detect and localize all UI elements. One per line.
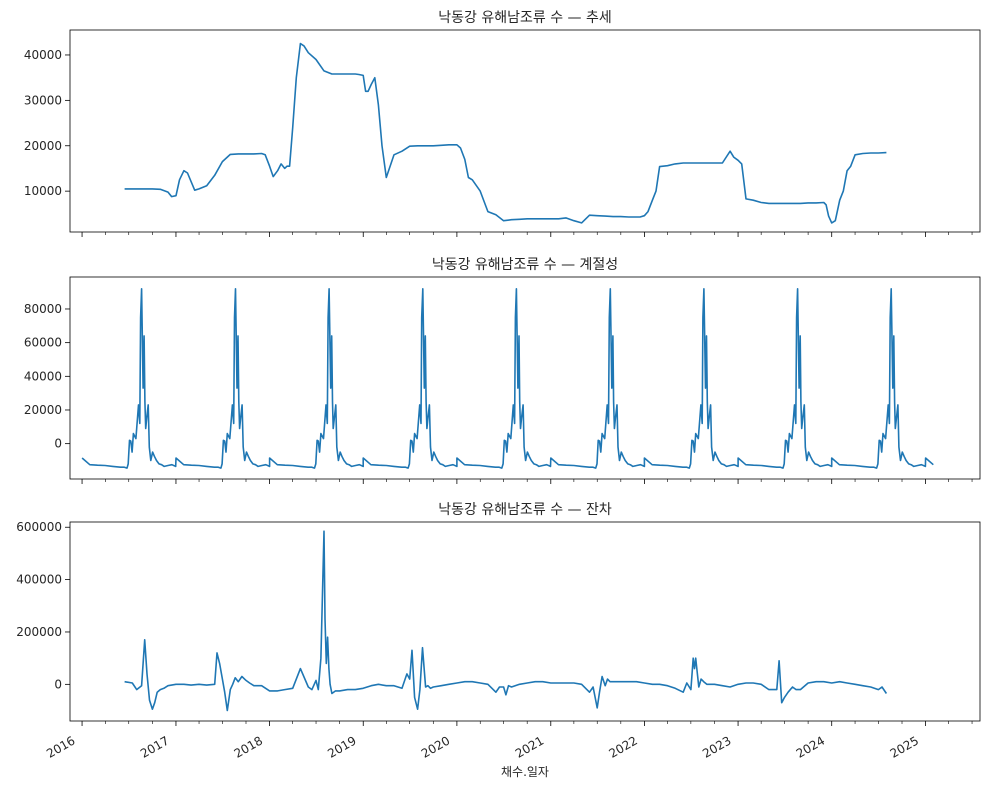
axes-frame [69,276,981,480]
y-tick-label: 0 [54,677,62,691]
y-tick-label: 600000 [16,520,62,534]
y-tick-label: 40000 [24,369,62,383]
axes-frame [69,29,981,233]
y-tick-label: 400000 [16,573,62,587]
y-tick-label: 0 [54,437,62,451]
y-tick-label: 80000 [24,302,62,316]
y-tick-label: 200000 [16,625,62,639]
seasonal-title: 낙동강 유해남조류 수 — 계절성 [432,257,618,273]
series-line [124,42,887,224]
axes-frame [69,521,981,722]
series-line [81,287,934,469]
y-tick-label: 20000 [24,139,62,153]
series-line [124,530,888,712]
trend-panel: 낙동강 유해남조류 수 — 추세 10000 20000 30000 40000 [24,10,981,237]
y-tick-label: 30000 [24,93,62,107]
x-axis-label: 채수.일자 [501,765,549,779]
y-tick-label: 10000 [24,184,62,198]
residual-title: 낙동강 유해남조류 수 — 잔차 [438,502,612,518]
trend-title: 낙동강 유해남조류 수 — 추세 [438,10,611,26]
seasonal-panel: 낙동강 유해남조류 수 — 계절성 0 20000 40000 60000 80000 [24,257,981,484]
y-tick-label: 20000 [24,403,62,417]
y-tick-label: 60000 [24,336,62,350]
y-tick-label: 40000 [24,48,62,62]
